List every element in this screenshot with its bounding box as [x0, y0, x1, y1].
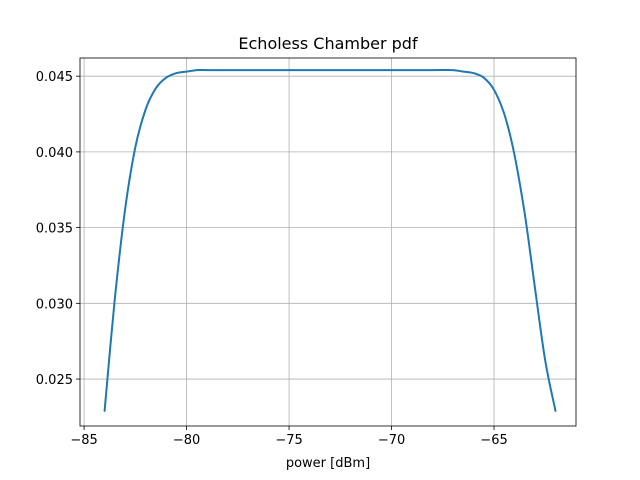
y-tick-label: 0.040 — [36, 146, 73, 161]
chart-title: Echoless Chamber pdf — [238, 34, 418, 53]
y-tick-label: 0.035 — [36, 222, 73, 237]
x-tick-label: −70 — [378, 433, 405, 448]
x-tick-label: −85 — [70, 433, 97, 448]
pdf-series-line — [103, 69, 557, 412]
y-tick-label: 0.030 — [36, 297, 73, 312]
x-tick-label: −75 — [275, 433, 302, 448]
axis-ticks: −85 −80 −75 −70 −65 0.025 0.030 0.035 0.040 0.045 — [36, 70, 508, 448]
x-axis-label: power [dBm] — [286, 456, 370, 471]
x-tick-label: −65 — [480, 433, 507, 448]
y-tick-label: 0.045 — [36, 70, 73, 85]
grid-lines — [80, 58, 576, 426]
axes-frame — [79, 57, 577, 427]
x-tick-label: −80 — [173, 433, 200, 448]
plot-area — [103, 69, 557, 412]
y-tick-label: 0.025 — [36, 373, 73, 388]
